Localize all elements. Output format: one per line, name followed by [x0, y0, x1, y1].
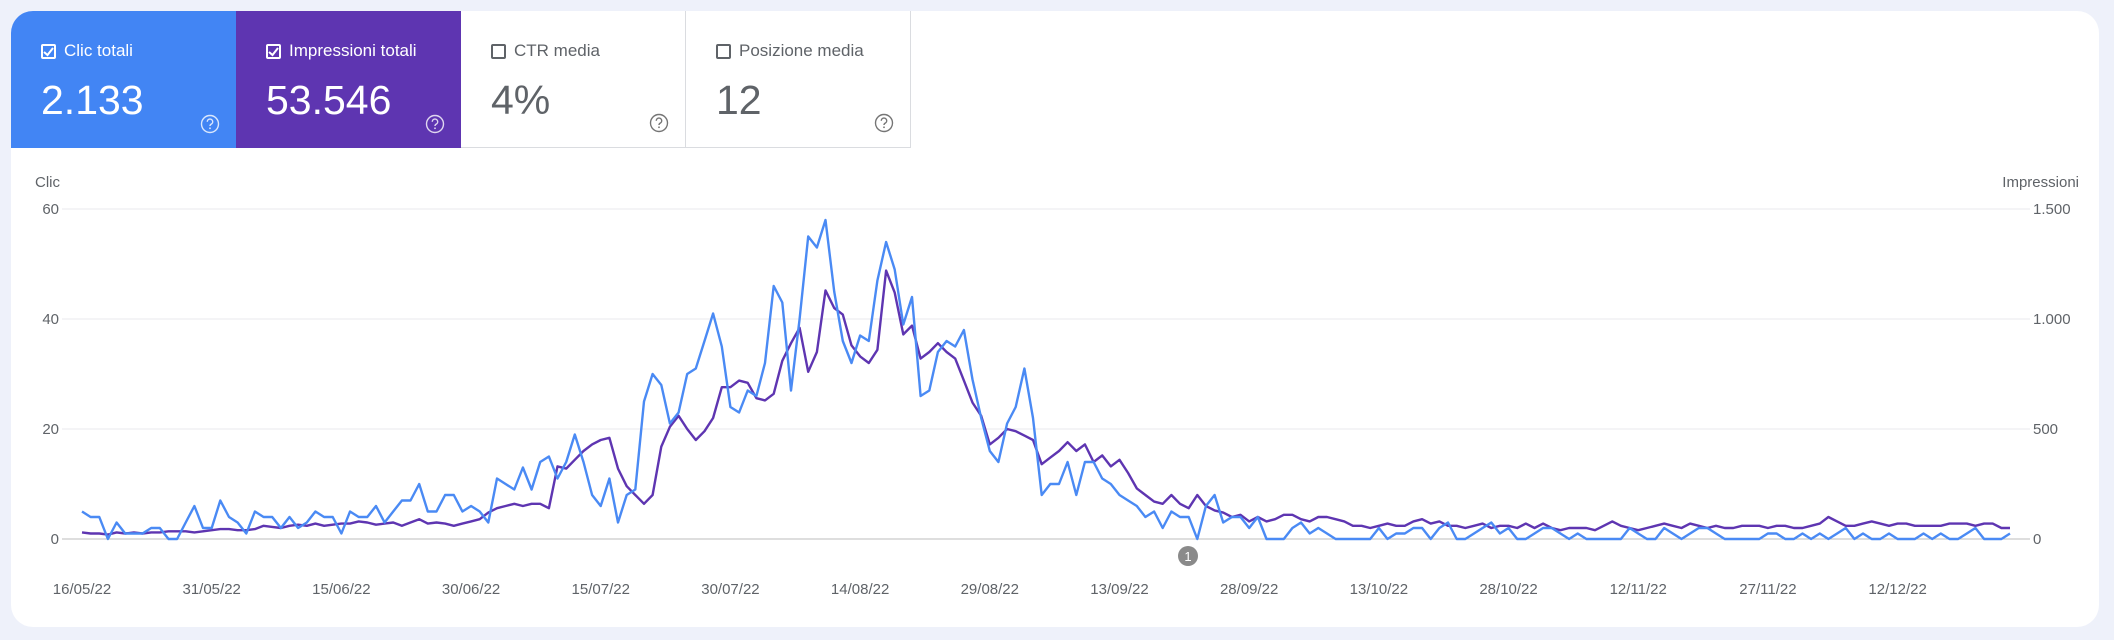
checkbox	[491, 43, 506, 59]
y2-tick-label: 1.500	[2033, 201, 2071, 218]
metric-label-text: Clic totali	[64, 41, 133, 60]
x-tick-label: 12/11/22	[1610, 581, 1667, 598]
x-tick-label: 15/06/22	[312, 581, 370, 598]
x-tick-label: 14/08/22	[831, 581, 889, 598]
metric-card[interactable]: Clic totali 2.133	[11, 11, 236, 148]
x-tick-label: 12/12/22	[1868, 581, 1926, 598]
checkbox	[716, 43, 731, 59]
x-tick-label: 28/09/22	[1220, 581, 1278, 598]
metric-label-text: Posizione media	[739, 41, 864, 60]
x-tick-label: 31/05/22	[182, 581, 240, 598]
chart: Clic Impressioni 0 20 40 60 0 500 1.000 1.500 16…	[35, 174, 2079, 598]
series-line	[81, 218, 2011, 541]
metric-label: CTR media	[491, 41, 600, 61]
x-tick-label: 15/07/22	[572, 581, 630, 598]
metric-value: 4%	[491, 77, 551, 123]
metric-label-text: CTR media	[514, 41, 600, 60]
y-tick-label: 0	[51, 531, 59, 548]
help-icon[interactable]	[649, 113, 669, 133]
metric-value: 12	[716, 77, 762, 123]
metric-card[interactable]: CTR media 4%	[461, 11, 686, 148]
checkbox	[41, 43, 56, 59]
series-line	[81, 269, 2010, 536]
metric-label: Posizione media	[716, 41, 864, 61]
annotation-label: 1	[1184, 549, 1191, 564]
metric-card[interactable]: Posizione media 12	[686, 11, 911, 148]
check-icon	[268, 46, 279, 56]
x-tick-label: 30/06/22	[442, 581, 500, 598]
x-tick-label: 28/10/22	[1479, 581, 1537, 598]
y2-tick-label: 500	[2033, 421, 2058, 438]
metric-value: 2.133	[41, 77, 144, 123]
metric-value: 53.546	[266, 77, 392, 123]
metric-label: Clic totali	[41, 41, 133, 61]
help-icon[interactable]	[200, 114, 220, 134]
x-tick-label: 30/07/22	[701, 581, 759, 598]
help-icon[interactable]	[874, 113, 894, 133]
x-tick-label: 16/05/22	[53, 581, 111, 598]
y2-axis-label: Impressioni	[2002, 174, 2079, 191]
check-icon	[43, 46, 54, 56]
metric-label-text: Impressioni totali	[289, 41, 417, 60]
y2-tick-label: 1.000	[2033, 311, 2071, 328]
x-tick-label: 13/09/22	[1090, 581, 1148, 598]
x-tick-label: 29/08/22	[961, 581, 1019, 598]
x-tick-label: 27/11/22	[1739, 581, 1796, 598]
y-tick-label: 20	[42, 421, 59, 438]
performance-panel: Clic totali 2.133 Impressioni totali 53.546…	[11, 11, 2099, 627]
annotation-marker[interactable]	[1178, 546, 1198, 566]
help-icon[interactable]	[425, 114, 445, 134]
y2-tick-label: 0	[2033, 531, 2041, 548]
checkbox	[266, 43, 281, 59]
metric-card[interactable]: Impressioni totali 53.546	[236, 11, 461, 148]
metric-label: Impressioni totali	[266, 41, 417, 61]
x-tick-label: 13/10/22	[1350, 581, 1408, 598]
y-tick-label: 60	[42, 201, 59, 218]
y-axis-label: Clic	[35, 174, 60, 191]
y-tick-label: 40	[42, 311, 59, 328]
